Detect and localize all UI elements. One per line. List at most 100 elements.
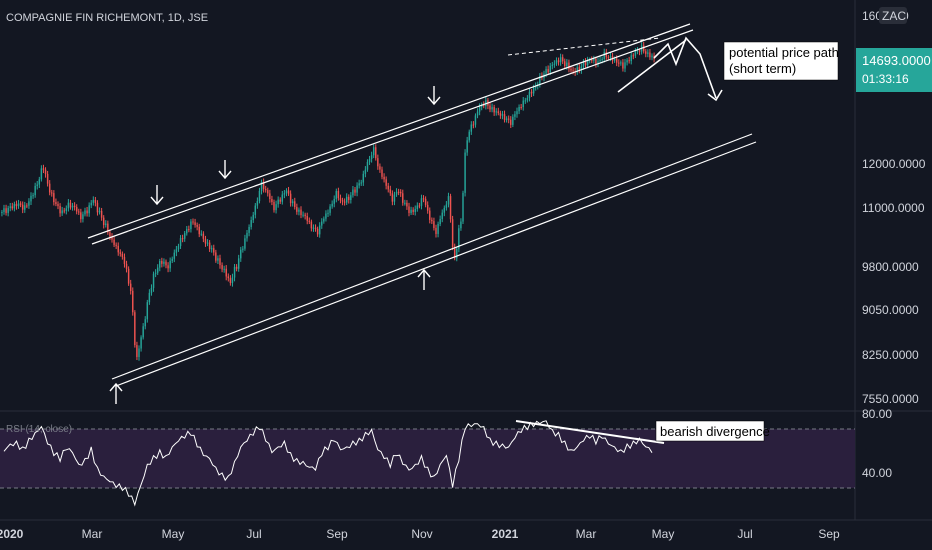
time-tick-label: 2021: [492, 527, 519, 541]
currency-badge: [879, 7, 907, 24]
candle-body: [389, 189, 392, 194]
candle-body: [221, 265, 223, 270]
candle-body: [296, 206, 298, 212]
candle-body: [125, 263, 128, 269]
candle-body: [138, 348, 140, 357]
candle-body: [171, 258, 173, 261]
candle-body: [154, 272, 157, 274]
candle-body: [306, 216, 308, 221]
time-axis[interactable]: 2020 Mar May Jul Sep Nov 2021 Mar May Jul Sep: [0, 519, 932, 541]
candle-body: [559, 57, 562, 63]
candle-body: [21, 204, 24, 210]
candle-body: [321, 221, 323, 226]
candle-body: [11, 206, 14, 209]
candle-body: [649, 52, 651, 58]
candle-body: [267, 190, 269, 194]
candle-body: [379, 166, 381, 170]
candle-body: [352, 189, 354, 196]
candle-body: [406, 202, 408, 207]
candle-body: [34, 185, 36, 196]
candle-body: [36, 184, 38, 186]
candle-body: [478, 106, 481, 112]
candle-body: [258, 190, 261, 202]
time-tick-label: Mar: [576, 527, 597, 541]
candle-body: [159, 261, 161, 268]
candle-body: [17, 203, 20, 207]
candle-body: [526, 98, 529, 101]
candle-body: [495, 111, 497, 113]
time-tick-label: Jul: [246, 527, 261, 541]
candle-body: [387, 185, 389, 190]
current-price-badge: [856, 48, 932, 92]
candle-body: [426, 204, 429, 211]
candle-body: [383, 176, 385, 180]
candle-body: [142, 326, 144, 338]
candle-body: [331, 203, 333, 207]
candle-body: [59, 206, 61, 214]
candle-body: [48, 183, 51, 193]
candle-body: [42, 168, 45, 170]
candle-body: [102, 217, 105, 225]
candle-body: [607, 57, 610, 59]
price-pane[interactable]: potential price path (short term) COMPAG…: [1, 12, 839, 404]
time-tick-label: Jul: [737, 527, 752, 541]
candle-body: [424, 198, 427, 205]
candle-body: [462, 192, 464, 222]
annotation-divergence[interactable]: bearish divergence: [655, 420, 770, 442]
annotation-price-path[interactable]: potential price path (short term): [723, 41, 839, 81]
rsi-pane[interactable]: RSI (14, close) 80.00 40.00 bearish dive…: [0, 407, 892, 507]
candle-body: [55, 202, 57, 205]
candle-body: [204, 238, 207, 244]
arrow-down-icon: [427, 86, 441, 106]
candle-body: [225, 268, 227, 277]
candle-body: [235, 266, 238, 269]
candle-body: [570, 68, 572, 71]
candle-body: [111, 236, 113, 240]
candle-body: [132, 290, 134, 313]
candle-body: [591, 59, 593, 61]
candle-body: [161, 261, 163, 264]
candle-body: [38, 179, 41, 185]
candle-body: [584, 61, 587, 66]
candle-body: [422, 198, 425, 200]
candle-body: [179, 238, 182, 247]
candle-body: [94, 199, 97, 203]
candle-body: [98, 210, 101, 213]
candle-body: [339, 198, 342, 201]
candle-body: [269, 193, 271, 200]
candle-body: [300, 209, 302, 216]
time-tick-label: Nov: [411, 527, 432, 541]
price-tick-label: 12000.0000: [862, 157, 926, 171]
candle-body: [358, 183, 360, 186]
candle-body: [638, 50, 641, 52]
candle-body: [368, 158, 371, 162]
candle-body: [217, 258, 219, 261]
candle-body: [281, 194, 284, 202]
candle-body: [439, 218, 441, 225]
candle-body: [194, 222, 196, 226]
candle-body: [337, 190, 340, 199]
candle-body: [186, 229, 188, 234]
candle-body: [362, 173, 365, 183]
candle-body: [437, 224, 439, 234]
candle-body: [163, 261, 165, 264]
candle-body: [453, 246, 456, 259]
candle-body: [210, 248, 213, 250]
candle-body: [250, 220, 252, 227]
annotation-divergence-text: bearish divergence: [660, 424, 770, 439]
candle-body: [285, 190, 288, 194]
candle-body: [391, 193, 394, 202]
candle-body: [514, 114, 516, 117]
candle-body: [7, 207, 9, 213]
candle-body: [175, 249, 178, 253]
candle-body: [377, 158, 379, 167]
candle-body: [397, 191, 400, 193]
price-tick-label: 11000.0000: [862, 201, 925, 215]
price-axis[interactable]: 1600000 ZAC 12000.0000 11000.0000 9800.0…: [854, 0, 932, 520]
candle-body: [167, 265, 169, 269]
channel-lower-line-1: [111, 133, 753, 380]
candle-body: [275, 204, 277, 211]
candle-body: [169, 260, 171, 269]
candle-body: [51, 192, 53, 194]
